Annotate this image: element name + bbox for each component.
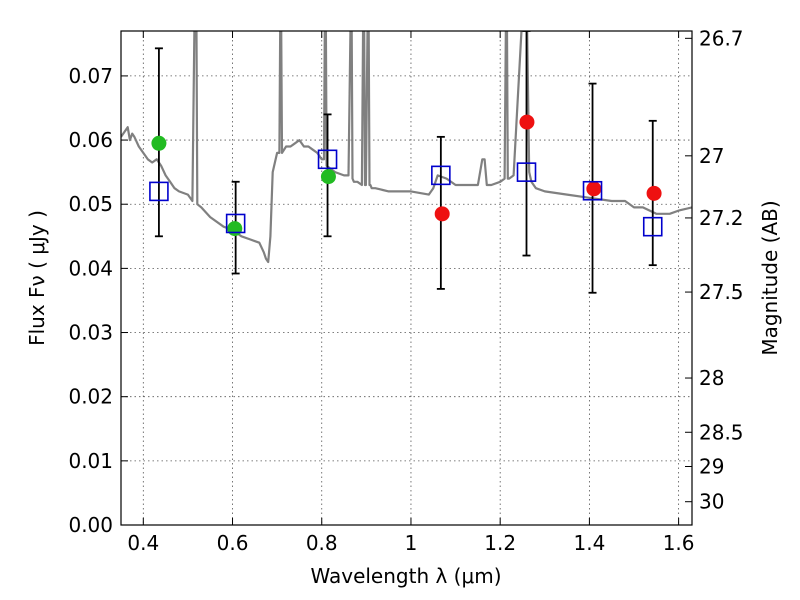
model-spectrum-line: [121, 31, 692, 264]
data-point: [320, 169, 336, 185]
y-tick-label: 0.07: [68, 64, 113, 88]
y2-tick-label: 27.5: [699, 280, 744, 304]
x-tick-label: 0.6: [217, 531, 249, 555]
x-tick-label: 1.4: [573, 531, 605, 555]
x-tick-label: 1.2: [484, 531, 516, 555]
y2-axis: 26.7 27 27.2 27.5 28 28.5 29 30: [685, 26, 744, 514]
model-photometry-point: [317, 149, 338, 170]
model-spectrum: [121, 31, 692, 264]
y2-tick-label: 26.7: [699, 26, 744, 50]
x-axis-label: Wavelength λ (μm): [310, 564, 501, 588]
y2-tick-label: 30: [699, 490, 724, 514]
data-markers: [149, 114, 663, 237]
y2-tick-label: 28.5: [699, 420, 744, 444]
y-tick-label: 0.04: [68, 256, 113, 280]
plot-frame: [120, 30, 693, 526]
y-tick-label: 0.00: [68, 513, 113, 537]
data-point: [646, 185, 662, 201]
x-axis: 0.4 0.6 0.8 1 1.2 1.4 1.6: [127, 31, 695, 555]
y-tick-label: 0.06: [68, 128, 113, 152]
y2-axis-label: Magnitude (AB): [758, 200, 782, 355]
data-point: [586, 181, 602, 197]
y-tick-label: 0.01: [68, 449, 113, 473]
y-axis-label: Flux Fν ( μJy ): [25, 210, 49, 346]
x-tick-label: 0.4: [127, 531, 159, 555]
x-tick-label: 1.6: [663, 531, 695, 555]
y2-tick-label: 27: [699, 144, 724, 168]
y-tick-label: 0.02: [68, 385, 113, 409]
y2-tick-label: 29: [699, 454, 724, 478]
data-point: [227, 221, 243, 237]
x-tick-label: 0.8: [306, 531, 338, 555]
y-tick-label: 0.05: [68, 192, 113, 216]
model-photometry-point: [642, 216, 663, 237]
y2-tick-label: 27.2: [699, 206, 744, 230]
data-point: [151, 135, 167, 151]
data-point: [519, 114, 535, 130]
data-point: [434, 206, 450, 222]
model-photometry-point: [431, 165, 451, 186]
y-axis: 0.00 0.01 0.02 0.03 0.04 0.05 0.06 0.07: [68, 64, 128, 537]
model-photometry-point: [149, 181, 169, 202]
y2-tick-label: 28: [699, 366, 724, 390]
model-photometry-point: [225, 213, 246, 234]
model-photometry-point: [516, 162, 537, 182]
y-tick-label: 0.03: [68, 321, 113, 345]
plot-area: [121, 31, 692, 525]
x-tick-label: 1: [405, 531, 418, 555]
model-photometry-point: [582, 180, 603, 201]
